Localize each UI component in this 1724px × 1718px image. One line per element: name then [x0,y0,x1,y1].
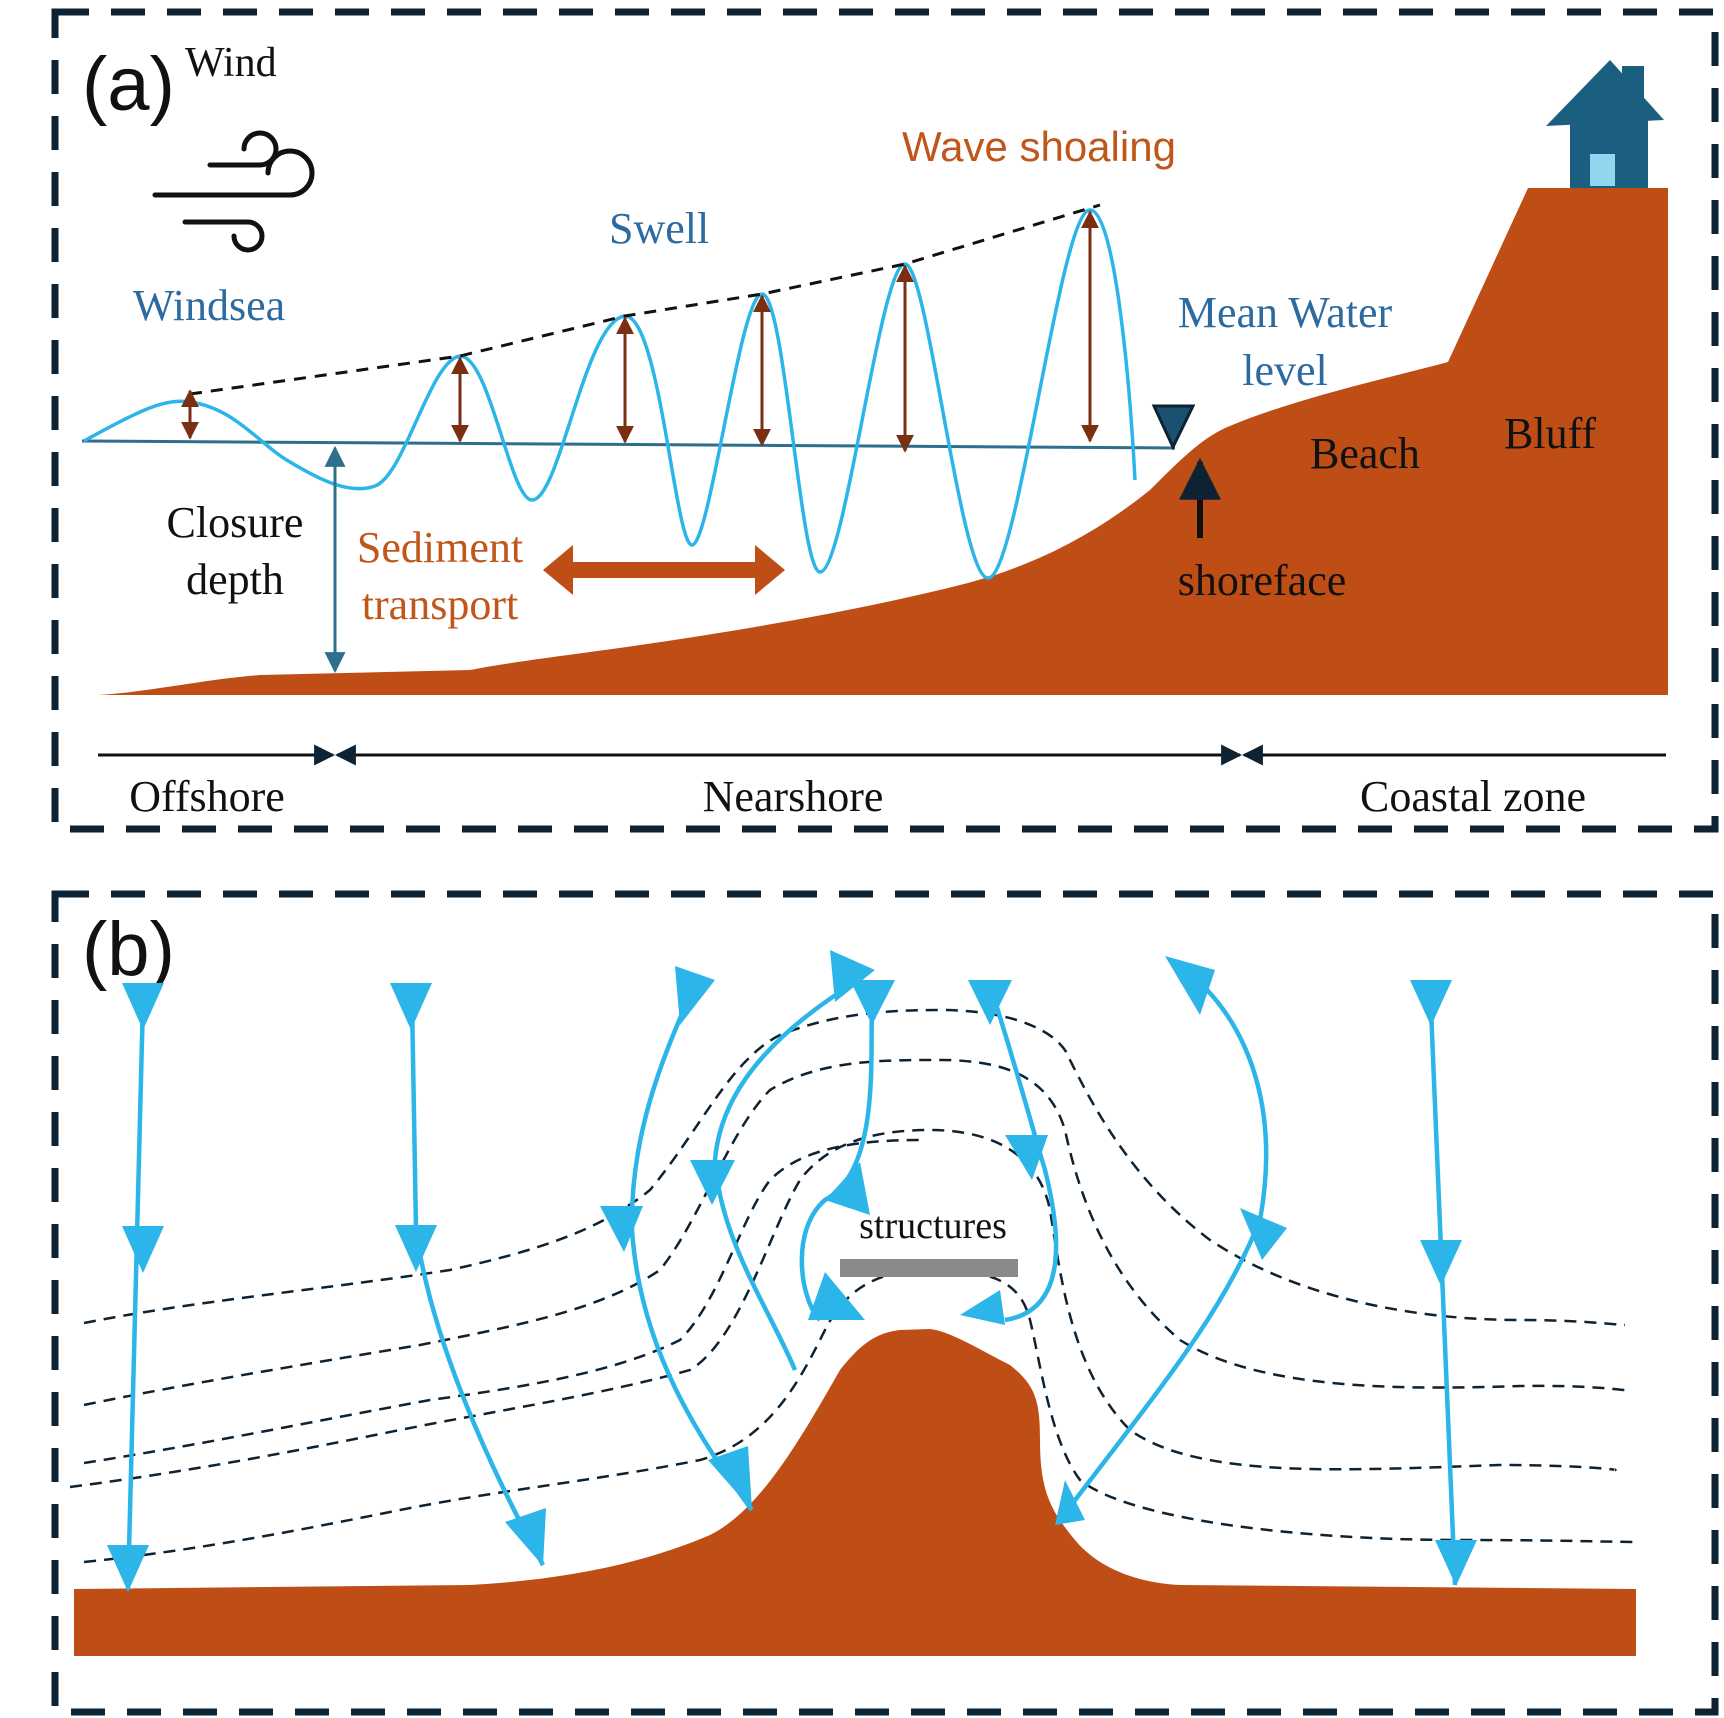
wave-height-arrows [181,210,1099,453]
panel-a: (a) Wind [51,8,1719,833]
wave-profile [83,208,1137,580]
mean-water-label-line2: level [1242,346,1328,395]
structures-label: structures [859,1205,1007,1247]
panel-b-label: (b) [82,907,175,992]
bluff-label: Bluff [1504,409,1596,458]
panel-a-label: (a) [82,42,175,127]
coastal-zone-label: Coastal zone [1360,772,1586,821]
wave-ray-arrowheads [107,950,1477,1592]
headland-seabed [74,1329,1636,1656]
panel-b: (b) structures [51,890,1719,1716]
closure-depth-label-line1: Closure [167,498,304,547]
mean-water-level-line [81,439,1176,450]
nearshore-label: Nearshore [703,772,884,821]
structure-breakwater [840,1259,1018,1277]
sediment-transport-arrow [543,545,785,595]
sediment-transport-label-line2: transport [362,580,518,629]
wave-shoaling-envelope [189,203,1101,396]
wind-icon [152,130,315,253]
beach-label: Beach [1310,429,1420,478]
wave-shoaling-label: Wave shoaling [902,123,1176,170]
wind-label: Wind [185,40,277,86]
mean-water-label-line1: Mean Water [1178,288,1393,337]
house-icon [1546,60,1664,188]
water-level-marker [1151,404,1196,451]
swell-label: Swell [609,204,709,253]
windsea-label: Windsea [133,281,285,330]
sediment-transport-label-line1: Sediment [357,523,523,572]
closure-depth-label-line2: depth [186,555,284,604]
panel-a-frame [51,8,1719,833]
seabed-profile [98,188,1668,695]
panel-b-frame [51,890,1719,1716]
offshore-label: Offshore [129,772,285,821]
shoreface-label: shoreface [1178,556,1347,605]
